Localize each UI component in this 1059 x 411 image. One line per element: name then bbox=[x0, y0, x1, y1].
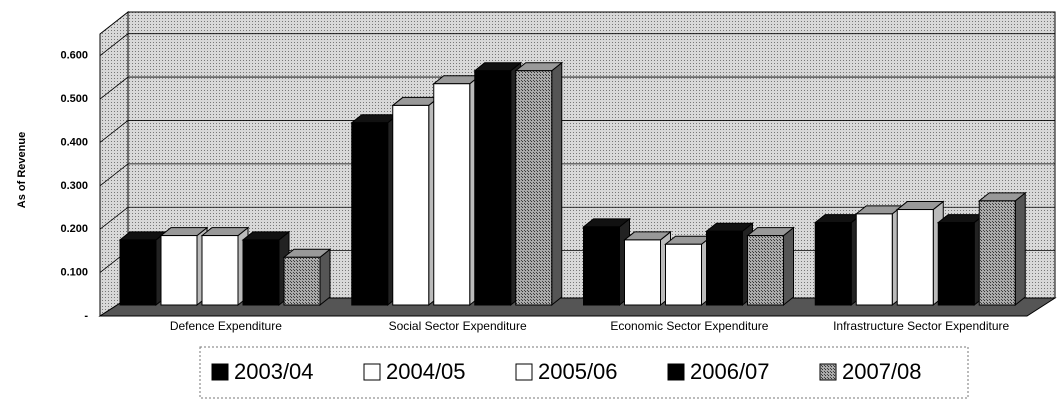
legend-box bbox=[199, 346, 969, 399]
bar bbox=[351, 122, 389, 306]
x-tick-label: Economic Sector Expenditure bbox=[610, 319, 768, 333]
bar bbox=[747, 235, 784, 306]
legend-swatch bbox=[819, 363, 837, 381]
bar-side bbox=[551, 61, 563, 307]
legend-swatch bbox=[515, 363, 533, 381]
y-tick-label: 0.400 bbox=[60, 136, 88, 148]
bar bbox=[119, 239, 157, 306]
bar bbox=[665, 243, 702, 306]
grid-line bbox=[99, 76, 1055, 100]
legend: 2003/04 2004/05 2005/06 2006/07 2007/08 bbox=[199, 346, 969, 399]
bar bbox=[392, 104, 430, 306]
y-tick-label: 0.600 bbox=[60, 50, 88, 62]
bar-side bbox=[783, 226, 794, 307]
grid-line bbox=[99, 33, 1055, 57]
y-tick-label: - bbox=[84, 310, 88, 322]
bar bbox=[583, 226, 620, 306]
y-tick-label: 0.300 bbox=[60, 180, 88, 192]
legend-swatch bbox=[667, 363, 685, 381]
y-tick-label: 0.500 bbox=[60, 93, 88, 105]
x-tick-label: Social Sector Expenditure bbox=[389, 319, 527, 333]
bar bbox=[706, 230, 743, 306]
bar bbox=[624, 239, 661, 306]
bar-side bbox=[319, 248, 331, 307]
legend-label: 2004/05 bbox=[386, 359, 466, 384]
bar bbox=[160, 235, 198, 306]
grid-line bbox=[99, 206, 1055, 230]
legend-swatch bbox=[211, 363, 229, 381]
legend-swatch bbox=[363, 363, 381, 381]
legend-label: 2007/08 bbox=[842, 359, 922, 384]
x-tick-label: Infrastructure Sector Expenditure bbox=[833, 319, 1009, 333]
x-tick-label: Defence Expenditure bbox=[170, 319, 282, 333]
bar bbox=[814, 222, 852, 306]
y-tick-label: 0.200 bbox=[60, 223, 88, 235]
legend-label: 2003/04 bbox=[234, 359, 314, 384]
grid-line bbox=[99, 120, 1055, 143]
bar bbox=[896, 209, 934, 306]
y-axis-title: As of Revenue bbox=[16, 132, 28, 208]
bar bbox=[283, 256, 321, 306]
bar-side bbox=[1014, 191, 1026, 307]
legend-label: 2006/07 bbox=[690, 359, 770, 384]
bar bbox=[433, 83, 471, 306]
bar bbox=[201, 235, 239, 306]
bar bbox=[978, 200, 1016, 306]
bar bbox=[855, 213, 893, 306]
bar bbox=[515, 70, 553, 306]
grid-line bbox=[99, 163, 1055, 187]
bar bbox=[937, 222, 975, 306]
bar bbox=[474, 70, 512, 306]
y-tick-label: 0.100 bbox=[60, 267, 88, 279]
bar bbox=[242, 239, 280, 306]
legend-label: 2005/06 bbox=[538, 359, 618, 384]
